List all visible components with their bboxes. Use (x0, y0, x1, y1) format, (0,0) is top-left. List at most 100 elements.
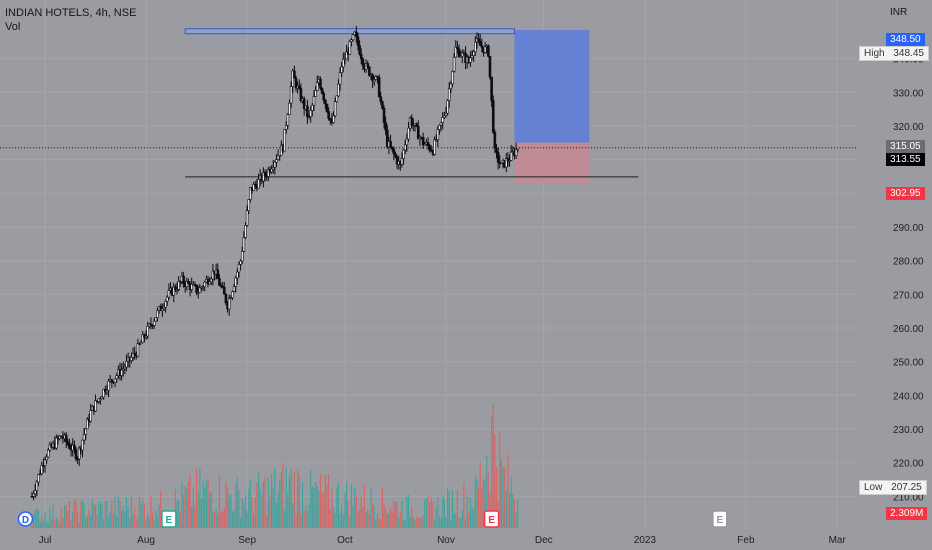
volume-bar (158, 504, 160, 528)
candle-body (152, 320, 156, 326)
volume-bar (137, 516, 139, 528)
volume-bar (495, 467, 498, 528)
volume-bar (310, 469, 312, 528)
trend-lines (0, 28, 858, 178)
earnings-marker-label: E (488, 515, 495, 526)
volume-bar (93, 503, 95, 528)
candle-body (218, 278, 221, 286)
symbol-title[interactable]: INDIAN HOTELS, 4h, NSE (5, 7, 137, 19)
volume-bar (251, 497, 253, 528)
volume-bar (300, 513, 302, 528)
candle-body (99, 398, 102, 401)
volume-bar (445, 516, 447, 528)
candle-body (221, 285, 224, 288)
candle-body (275, 159, 278, 163)
candle-body (209, 278, 213, 283)
volume-bar (194, 506, 196, 528)
volume-bar (65, 505, 67, 528)
volume-bar (354, 487, 356, 528)
volume-bar (334, 513, 336, 528)
candle-body (267, 169, 270, 177)
candle-body (187, 281, 190, 285)
volume-indicator-label[interactable]: Vol (5, 21, 21, 33)
volume-bar (440, 518, 442, 528)
volume-bar (112, 514, 115, 528)
volume-bar (341, 505, 343, 528)
volume-bar (85, 518, 87, 528)
volume-bar (81, 499, 84, 528)
volume-bar (151, 512, 154, 528)
volume-bar (396, 500, 398, 528)
volume-bar (103, 518, 105, 528)
candle-body (495, 147, 498, 153)
volume-bar (160, 490, 162, 528)
candle-body (162, 306, 166, 310)
candle-body (366, 63, 370, 68)
volume-bar (39, 522, 41, 528)
candle-body (351, 34, 355, 41)
candle-body (174, 286, 177, 291)
volume-bar (217, 514, 219, 528)
candle-body (337, 83, 340, 97)
volume-bar (55, 517, 58, 528)
volume-bar (236, 477, 238, 528)
candle-body (379, 96, 383, 102)
low-tag: Low 207.25 (859, 480, 927, 495)
volume-bar (121, 510, 123, 528)
volume-bar (430, 496, 432, 528)
y-tick-label: 280.00 (893, 257, 924, 268)
volume-bar (486, 455, 488, 528)
volume-bar (484, 478, 486, 528)
volume-bar (372, 503, 374, 528)
candle-body (196, 292, 200, 294)
volume-bar (78, 522, 80, 528)
volume-bar (456, 490, 458, 528)
volume-bar (279, 479, 281, 528)
candle-body (402, 149, 405, 159)
volume-bar (403, 519, 405, 528)
candle-body (97, 398, 101, 402)
volume-bar (365, 511, 367, 528)
volume-bar (199, 468, 201, 528)
candle-body (131, 352, 135, 358)
candle-body (273, 161, 277, 168)
volume-bar (513, 499, 516, 528)
volume-bar (36, 508, 38, 528)
volume-bar (468, 512, 470, 528)
candle-body (390, 146, 394, 150)
volume-bar (155, 510, 157, 528)
volume-bar (238, 489, 240, 528)
volume-bar (42, 520, 44, 528)
candle-body (374, 76, 378, 80)
candlesticks (30, 26, 520, 501)
candle-body (500, 162, 503, 165)
candle-body (457, 48, 461, 58)
earnings-marker-label: E (166, 515, 173, 526)
volume-bar (230, 494, 232, 528)
volume-bar (246, 510, 248, 528)
volume-bar (106, 500, 108, 528)
candle-body (276, 155, 280, 160)
candle-body (516, 148, 520, 151)
volume-bar (380, 518, 382, 528)
candle-body (64, 434, 68, 443)
volume-bar (412, 517, 414, 528)
volume-bar (189, 474, 191, 528)
candle-body (115, 375, 119, 380)
candle-body (456, 46, 459, 50)
candle-body (514, 149, 518, 156)
volume-bar (277, 490, 279, 528)
volume-bar (231, 512, 234, 528)
candle-body (350, 39, 353, 42)
candle-body (121, 368, 125, 371)
candle-body (309, 110, 312, 117)
volume-bar (209, 492, 211, 528)
y-tick-label: 320.00 (893, 122, 924, 133)
volume-bar (500, 460, 502, 528)
volume-bar (181, 481, 183, 528)
candle-body (107, 380, 110, 391)
volume-bar (77, 511, 79, 528)
last-price-tag: 313.55 (886, 153, 925, 166)
candle-body (315, 82, 319, 91)
